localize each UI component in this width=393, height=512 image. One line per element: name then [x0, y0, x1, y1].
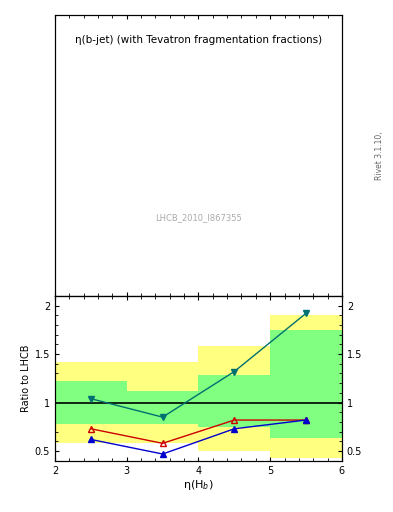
Text: Rivet 3.1.10,: Rivet 3.1.10,	[375, 131, 384, 180]
X-axis label: η(H$_b$): η(H$_b$)	[183, 478, 214, 493]
Text: LHCB_2010_I867355: LHCB_2010_I867355	[155, 213, 242, 222]
Y-axis label: Ratio to LHCB: Ratio to LHCB	[20, 345, 31, 412]
Text: η(b-jet) (with Tevatron fragmentation fractions): η(b-jet) (with Tevatron fragmentation fr…	[75, 35, 322, 45]
